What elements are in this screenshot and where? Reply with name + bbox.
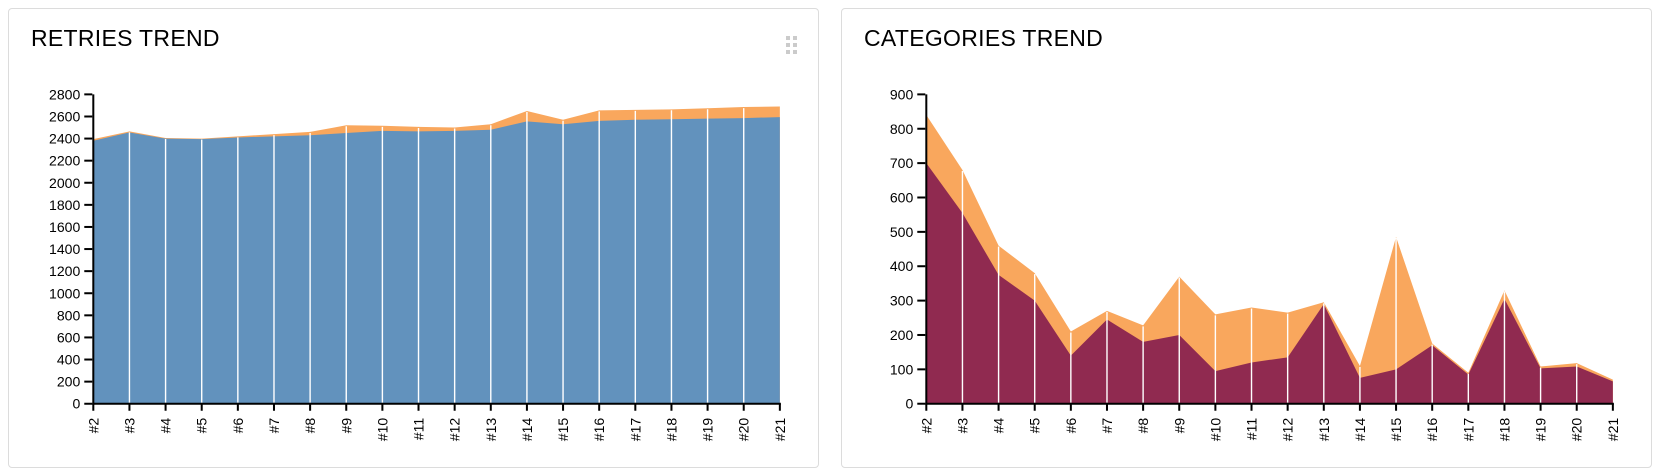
svg-text:600: 600: [890, 190, 914, 206]
svg-text:#16: #16: [1424, 418, 1440, 442]
svg-text:400: 400: [57, 352, 81, 368]
svg-text:400: 400: [890, 258, 914, 274]
svg-text:2200: 2200: [49, 153, 80, 169]
grip-dot: [793, 50, 797, 54]
panel-title: CATEGORIES TREND: [864, 25, 1104, 51]
svg-text:#20: #20: [736, 418, 752, 442]
svg-text:#9: #9: [338, 418, 354, 434]
svg-text:1000: 1000: [49, 285, 80, 301]
grip-dot: [786, 36, 790, 40]
svg-text:#12: #12: [447, 418, 463, 442]
svg-text:200: 200: [890, 327, 914, 343]
retries-trend-panel: RETRIES TREND 0 200 400 600 800 1000 1200 1400 1…: [8, 8, 819, 468]
svg-text:#3: #3: [954, 418, 970, 434]
svg-text:#8: #8: [1135, 418, 1151, 434]
svg-text:2800: 2800: [49, 86, 80, 102]
svg-text:#2: #2: [918, 418, 934, 434]
svg-text:800: 800: [890, 121, 914, 137]
svg-text:#8: #8: [302, 418, 318, 434]
svg-text:#11: #11: [411, 418, 427, 441]
svg-text:#16: #16: [591, 418, 607, 442]
svg-text:200: 200: [57, 374, 81, 390]
grip-dot: [793, 36, 797, 40]
svg-text:#11: #11: [1244, 418, 1260, 441]
svg-text:#21: #21: [1605, 418, 1621, 442]
svg-text:700: 700: [890, 155, 914, 171]
svg-text:#5: #5: [1027, 418, 1043, 434]
svg-text:500: 500: [890, 224, 914, 240]
panel-title: RETRIES TREND: [31, 25, 220, 51]
svg-text:800: 800: [57, 307, 81, 323]
grip-dot: [786, 50, 790, 54]
svg-text:0: 0: [72, 396, 80, 412]
svg-text:#13: #13: [483, 418, 499, 442]
svg-text:900: 900: [890, 86, 914, 102]
svg-text:0: 0: [905, 396, 913, 412]
svg-text:#18: #18: [1496, 418, 1512, 442]
svg-text:#10: #10: [1207, 418, 1223, 442]
svg-text:#7: #7: [1099, 418, 1115, 434]
svg-text:2600: 2600: [49, 108, 80, 124]
svg-text:#20: #20: [1569, 418, 1585, 442]
svg-text:#15: #15: [555, 418, 571, 442]
svg-text:#17: #17: [1460, 418, 1476, 442]
svg-text:#14: #14: [1352, 418, 1368, 442]
svg-text:#7: #7: [266, 418, 282, 434]
svg-text:#19: #19: [700, 418, 716, 442]
retries-trend-chart: 0 200 400 600 800 1000 1200 1400 1600 1800 2000 220…: [49, 86, 788, 442]
grip-dot: [786, 43, 790, 47]
svg-text:600: 600: [57, 329, 81, 345]
svg-text:#6: #6: [1063, 418, 1079, 434]
svg-text:#14: #14: [519, 418, 535, 442]
categories-trend-chart: 0 100 200 300 400 500 600 700 800 900 #2 #3 #4 #5 #6 #7…: [890, 86, 1621, 442]
drag-handle-icon[interactable]: [786, 36, 797, 54]
svg-text:#12: #12: [1280, 418, 1296, 442]
svg-text:1800: 1800: [49, 197, 80, 213]
svg-text:#4: #4: [158, 418, 174, 434]
svg-text:#5: #5: [194, 418, 210, 434]
svg-text:#17: #17: [627, 418, 643, 442]
svg-text:#9: #9: [1171, 418, 1187, 434]
svg-text:100: 100: [890, 361, 914, 377]
categories-trend-panel: CATEGORIES TREND 0 100 200 300 400 500 600 700 8…: [841, 8, 1652, 468]
svg-text:#2: #2: [85, 418, 101, 434]
svg-text:1400: 1400: [49, 241, 80, 257]
svg-text:#4: #4: [991, 418, 1007, 434]
svg-text:#21: #21: [772, 418, 788, 442]
grip-dot: [793, 43, 797, 47]
svg-text:300: 300: [890, 293, 914, 309]
svg-text:2000: 2000: [49, 175, 80, 191]
svg-text:#13: #13: [1316, 418, 1332, 442]
svg-text:#19: #19: [1533, 418, 1549, 442]
svg-text:1600: 1600: [49, 219, 80, 235]
svg-text:1200: 1200: [49, 263, 80, 279]
svg-text:#10: #10: [374, 418, 390, 442]
svg-text:#15: #15: [1388, 418, 1404, 442]
svg-text:#18: #18: [663, 418, 679, 442]
svg-text:#3: #3: [121, 418, 137, 434]
svg-text:#6: #6: [230, 418, 246, 434]
svg-text:2400: 2400: [49, 131, 80, 147]
